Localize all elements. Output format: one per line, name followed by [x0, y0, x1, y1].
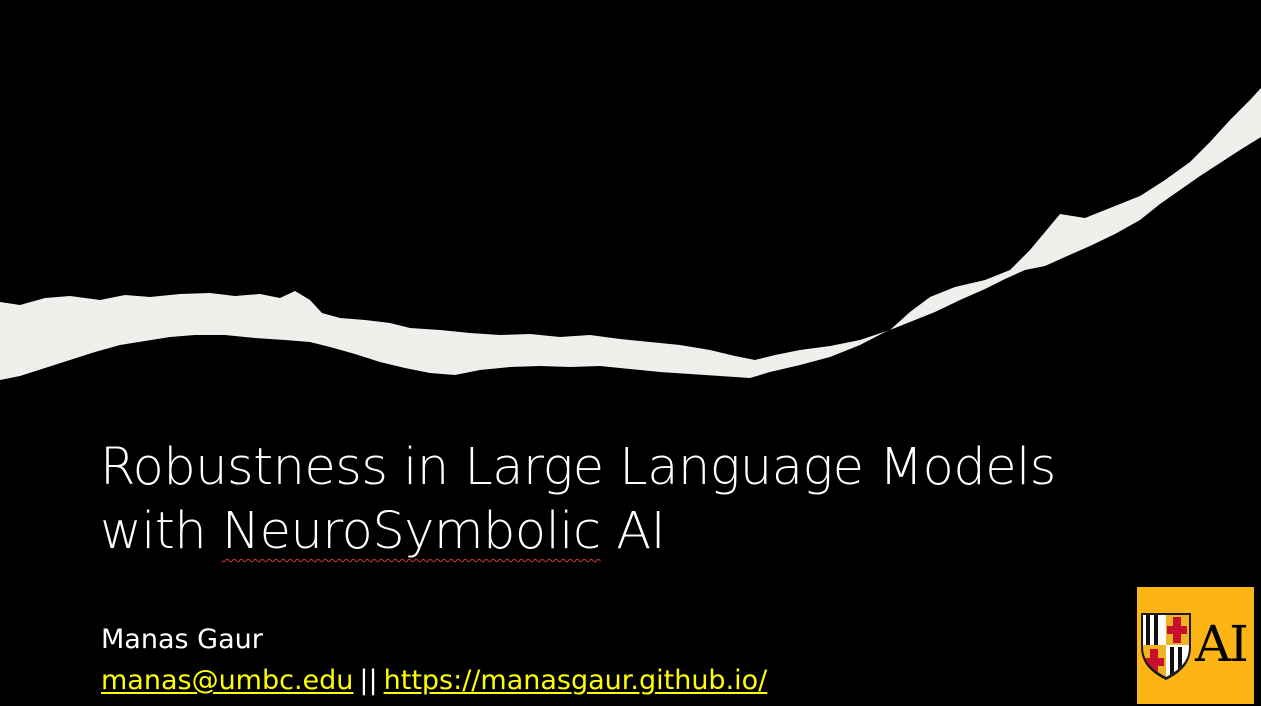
title-line-1: Robustness in Large Language Models: [100, 438, 1056, 497]
title-line-2: with NeuroSymbolic AI: [100, 500, 1180, 564]
website-link[interactable]: https://manasgaur.github.io/: [383, 665, 768, 696]
title-line-2-suffix: AI: [600, 502, 666, 561]
email-link[interactable]: manas@umbc.edu: [101, 665, 354, 696]
maryland-shield-icon: [1141, 613, 1191, 680]
slide-title: Robustness in Large Language Models with…: [100, 436, 1180, 564]
contact-line: manas@umbc.edu || https://manasgaur.github…: [101, 662, 767, 700]
title-line-2-prefix: with: [100, 502, 222, 561]
author-name: Manas Gaur: [101, 624, 263, 655]
logo-text: AI: [1195, 615, 1249, 673]
umbc-ai-logo: AI: [1137, 587, 1254, 704]
contact-separator: ||: [359, 665, 378, 696]
title-spellcheck-word: NeuroSymbolic: [221, 502, 601, 561]
